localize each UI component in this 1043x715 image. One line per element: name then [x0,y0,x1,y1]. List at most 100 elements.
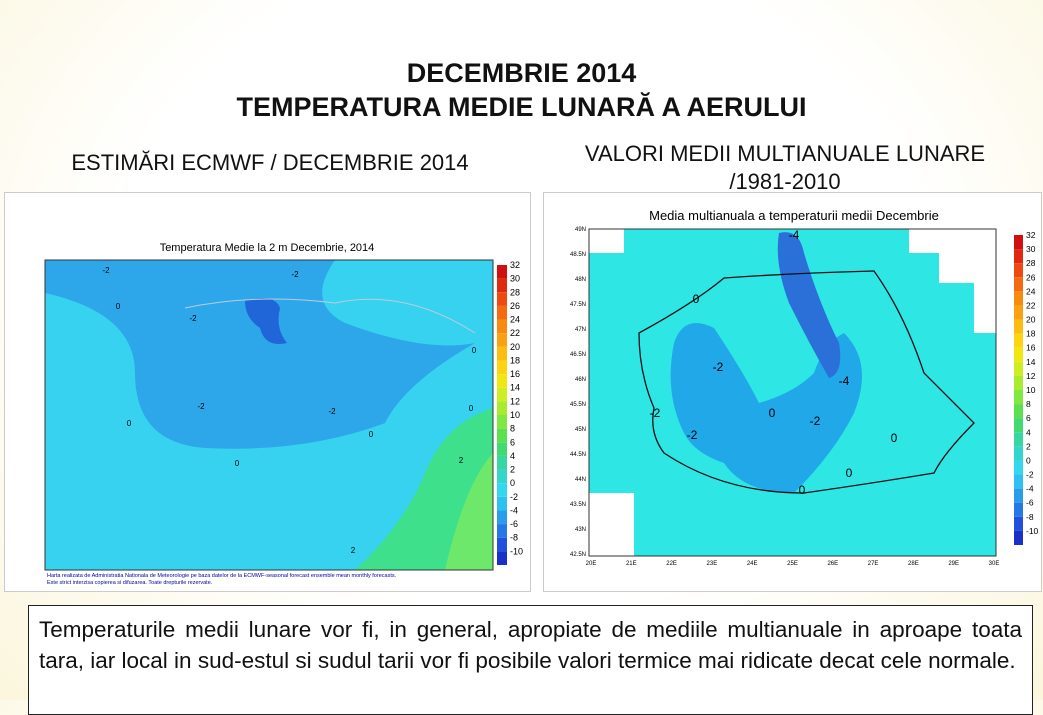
colorbar-label: 2 [510,465,515,475]
map-frame [44,259,494,571]
lon-label: 27E [868,561,879,567]
contour-label: 0 [693,292,700,306]
lat-label: 44N [575,477,586,483]
border-line [184,298,476,334]
cold-core [777,232,841,378]
lat-label: 45.5N [570,402,586,408]
colorbar-label: 8 [510,424,515,434]
left-map-panel: Temperatura Medie la 2 m Decembrie, 2014… [4,192,531,592]
colorbar-cell [1014,446,1023,461]
colorbar-label: -6 [1026,498,1034,508]
colorbar-cell [1014,361,1023,376]
colorbar-label: 16 [1026,343,1036,353]
colorbar-cell [497,483,507,497]
colorbar-label: 10 [1026,385,1036,395]
colorbar-cell [497,278,507,293]
colorbar-cell [1014,488,1023,503]
contour-label: -2 [197,402,205,411]
map-title: Temperatura Medie la 2 m Decembrie, 2014 [160,242,375,254]
lon-label: 23E [707,561,718,567]
colorbar-label: 28 [1026,258,1036,268]
colorbar-label: -10 [510,546,523,556]
colorbar-cell [1014,474,1023,489]
contour-label: -2 [687,428,698,442]
colorbar-label: 18 [1026,329,1036,339]
colorbar-cell [497,415,507,429]
colorbar-label: 26 [1026,272,1036,282]
colorbar-cell [1014,516,1023,531]
colorbar-cell [497,401,507,415]
colorbar-label: 0 [510,478,515,488]
contour-label: -2 [650,406,661,420]
colorbar-cell [1014,249,1023,264]
lat-label: 43N [575,527,586,533]
subtitle: TEMPERATURA MEDIE LUNARĂ A AERULUI [236,92,807,122]
body-text: Temperaturile medii lunare vor fi, in ge… [28,605,1033,715]
colorbar-cell [497,428,507,443]
colorbar-label: 22 [1026,300,1036,310]
colorbar-label: 2 [1026,441,1031,451]
contour-label: 0 [116,302,121,311]
colorbar-cell [497,360,507,375]
colorbar-label: 20 [510,342,520,352]
colorbar-cell [1014,390,1023,405]
colorbar-cell [497,469,507,484]
contour-label: 2 [459,456,464,465]
colorbar-cell [497,524,507,538]
lat-label: 48N [575,277,586,283]
colorbar-cell [497,496,507,511]
title: DECEMBRIE 2014 [406,58,637,88]
warm-area [445,453,493,570]
colorbar-cell [497,374,507,388]
lat-label: 47N [575,327,586,333]
colorbar-cell [1014,277,1023,292]
cold-area [670,323,862,493]
colorbar-label: 14 [1026,357,1036,367]
colorbar-label: 32 [510,260,520,270]
colorbar-label: -6 [510,519,518,529]
contour-label: 0 [472,346,477,355]
right-heading: VALORI MEDII MULTIANUALE LUNARE /1981-20… [584,141,986,194]
contour-label: -2 [713,360,724,374]
colorbar-cell [1014,333,1023,348]
lat-label: 42.5N [570,552,586,558]
colorbar-cell [497,346,507,361]
cold-area [45,260,265,273]
contour-label: 0 [369,430,374,439]
colorbar-label: 10 [510,410,520,420]
contour-label: -4 [839,374,850,388]
contour-label: 0 [769,406,776,420]
map-title: Media multianuala a temperaturii medii D… [649,208,939,223]
colorbar-label: 6 [510,437,515,447]
country-border [638,270,975,494]
lat-label: 48.5N [570,252,586,258]
no-data [589,229,996,556]
colorbar-cell [497,387,507,402]
colorbar-label: -2 [510,492,518,502]
colorbar-cell [1014,375,1023,390]
colorbar-cell [1014,460,1023,475]
lon-label: 26E [827,561,838,567]
colorbar-cell [1014,263,1023,278]
colorbar-label: -8 [1026,512,1034,522]
colorbar-cell [1014,404,1023,419]
colorbar-cell [497,510,507,525]
colorbar-label: -2 [1026,470,1034,480]
lat-label: 43.5N [570,502,586,508]
colorbar-label: 14 [510,383,520,393]
colorbar-label: 24 [510,315,520,325]
colorbar-cell [1014,347,1023,362]
contour-label: 0 [469,404,474,413]
left-heading: ESTIMĂRI ECMWF / DECEMBRIE 2014 [71,150,469,175]
colorbar-cell [1014,235,1023,250]
right-map-panel: Media multianuala a temperaturii medii D… [543,192,1042,592]
lat-label: 46.5N [570,352,586,358]
colorbar-cell [497,305,507,320]
colorbar-label: 16 [510,369,520,379]
contour-label: 0 [127,419,132,428]
colorbar-cell [497,551,507,565]
colorbar-label: 20 [1026,315,1036,325]
lon-label: 22E [666,561,677,567]
lon-label: 28E [908,561,919,567]
